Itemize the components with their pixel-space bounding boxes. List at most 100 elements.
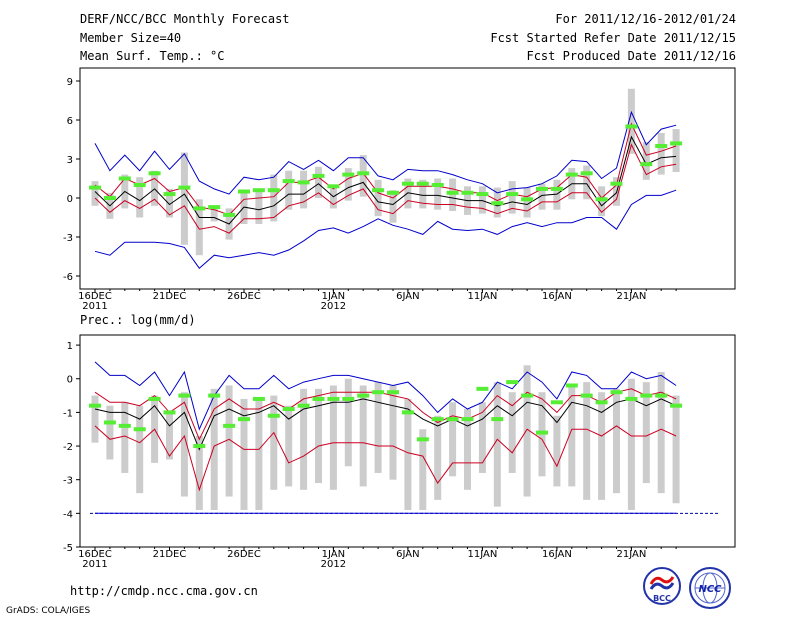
observed-marker xyxy=(148,171,161,176)
y-tick-label: -3 xyxy=(63,233,73,244)
range-box xyxy=(434,178,442,210)
y-tick-label: 0 xyxy=(67,194,73,205)
range-box xyxy=(642,142,650,180)
y-tick-label: -6 xyxy=(63,272,73,283)
range-box xyxy=(657,372,665,494)
y-tick-label: -5 xyxy=(63,543,73,554)
y-tick-label: -1 xyxy=(63,408,73,419)
range-box xyxy=(478,402,486,473)
range-box xyxy=(225,385,233,497)
observed-marker xyxy=(208,393,221,398)
observed-marker xyxy=(610,181,623,186)
y-tick-label: 9 xyxy=(67,77,73,88)
range-box xyxy=(195,435,203,510)
observed-marker xyxy=(565,383,578,388)
range-box xyxy=(493,382,501,507)
observed-marker xyxy=(372,188,385,193)
observed-marker xyxy=(416,181,429,186)
bcc-logo: BCC xyxy=(643,567,681,605)
observed-marker xyxy=(297,180,310,185)
range-box xyxy=(568,385,576,487)
observed-marker xyxy=(238,189,250,194)
observed-marker xyxy=(580,393,593,398)
range-box xyxy=(240,398,248,510)
observed-marker xyxy=(446,190,459,195)
source-url[interactable]: http://cmdp.ncc.cma.gov.cn xyxy=(70,584,258,598)
range-box xyxy=(300,170,308,209)
observed-marker xyxy=(163,192,176,197)
range-box xyxy=(255,190,263,224)
observed-marker xyxy=(312,396,325,401)
range-box xyxy=(180,392,188,497)
ncc-logo-text: NCC xyxy=(698,584,722,595)
observed-marker xyxy=(387,390,399,395)
range-box xyxy=(285,405,293,487)
range-box xyxy=(553,415,561,487)
observed-marker xyxy=(372,390,385,395)
x-tick-label: 21JAN xyxy=(616,549,646,560)
observed-marker xyxy=(312,173,325,178)
observed-marker xyxy=(521,393,534,398)
range-box xyxy=(404,178,412,209)
observed-marker xyxy=(595,197,608,202)
range-box xyxy=(598,392,606,500)
series-line-lower xyxy=(94,143,677,234)
range-box xyxy=(270,174,278,222)
range-box xyxy=(315,388,322,484)
range-box xyxy=(91,395,99,443)
range-box xyxy=(583,165,591,200)
x-tick-label: 26DEC xyxy=(227,549,261,560)
observed-marker xyxy=(282,179,295,184)
range-box xyxy=(136,405,144,494)
series-line-upper xyxy=(94,122,677,216)
x-tick-label: 11JAN xyxy=(467,291,497,302)
observed-marker xyxy=(536,186,548,191)
range-box xyxy=(240,192,248,224)
range-box xyxy=(315,166,322,198)
observed-marker xyxy=(193,444,206,449)
range-box xyxy=(359,385,367,487)
range-box xyxy=(642,382,650,484)
forecast-period: For 2011/12/16-2012/01/24 xyxy=(555,12,736,26)
observed-marker xyxy=(342,396,355,401)
forecast-produced-date: Fcst Produced Date 2011/12/16 xyxy=(526,49,736,63)
x-tick-label: 21DEC xyxy=(153,291,187,302)
range-box xyxy=(627,378,635,510)
observed-marker xyxy=(103,196,116,200)
range-box xyxy=(374,382,382,473)
observed-marker xyxy=(431,183,444,187)
ncc-logo: NCC xyxy=(689,567,731,609)
precip-panel-title: Prec.: log(mm/d) xyxy=(80,313,196,327)
x-tick-label: 16JAN xyxy=(542,291,572,302)
observed-marker xyxy=(357,393,370,398)
observed-marker xyxy=(178,185,191,190)
observed-marker xyxy=(297,403,310,408)
range-box xyxy=(434,415,442,500)
y-tick-label: 6 xyxy=(67,116,73,127)
range-box xyxy=(210,388,218,510)
observed-marker xyxy=(238,417,250,422)
x-tick-label: 1JAN xyxy=(322,549,345,560)
x-tick-label: 16JAN xyxy=(542,549,572,560)
range-box xyxy=(627,88,635,154)
observed-marker xyxy=(252,396,265,401)
observed-marker xyxy=(163,410,176,415)
observed-marker xyxy=(491,417,504,422)
forecast-started-date: Fcst Started Refer Date 2011/12/15 xyxy=(490,31,736,45)
series-line-lower xyxy=(94,425,677,492)
observed-marker xyxy=(223,423,236,428)
range-box xyxy=(344,168,352,201)
variable-label: Mean Surf. Temp.: °C xyxy=(80,49,225,63)
range-box xyxy=(449,402,457,477)
range-box xyxy=(419,179,427,209)
observed-marker xyxy=(267,188,280,193)
observed-marker xyxy=(118,423,131,428)
y-tick-label: 3 xyxy=(67,155,73,166)
x-tick-label: 16DEC xyxy=(78,291,112,302)
range-box xyxy=(300,388,308,490)
x-tick-label: 6JAN xyxy=(396,291,419,302)
observed-marker xyxy=(655,144,668,148)
range-box xyxy=(255,398,263,510)
chart-title: DERF/NCC/BCC Monthly Forecast xyxy=(80,12,290,26)
x-tick-label: 21DEC xyxy=(153,549,187,560)
